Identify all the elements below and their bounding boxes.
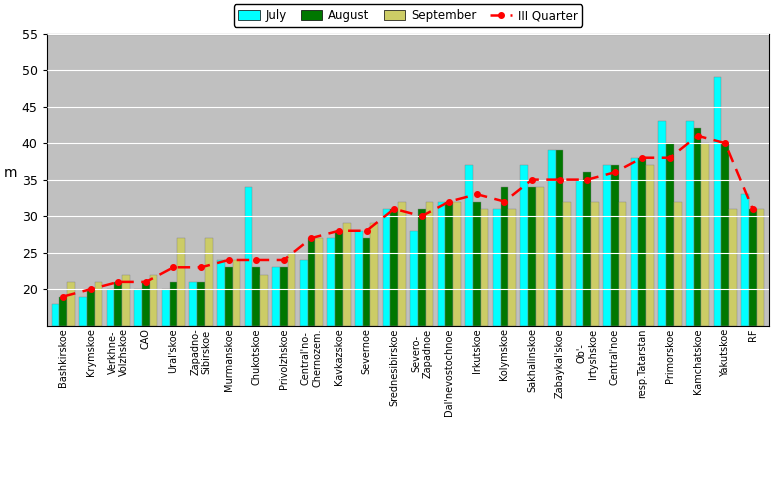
Bar	[335, 231, 343, 326]
Bar	[418, 209, 426, 326]
Bar	[150, 274, 158, 326]
Bar	[67, 282, 75, 326]
Bar	[646, 165, 654, 326]
Bar	[686, 121, 694, 326]
Bar	[390, 209, 398, 326]
Bar	[508, 209, 516, 326]
Bar	[591, 202, 599, 326]
Bar	[177, 238, 185, 326]
Bar	[169, 282, 177, 326]
Bar	[694, 128, 702, 326]
Bar	[528, 187, 536, 326]
Bar	[639, 158, 646, 326]
Bar	[327, 238, 335, 326]
Bar	[205, 238, 213, 326]
Bar	[114, 282, 122, 326]
Bar	[631, 158, 639, 326]
Bar	[536, 187, 544, 326]
Bar	[287, 253, 295, 326]
Bar	[162, 289, 169, 326]
Bar	[721, 143, 729, 326]
Bar	[59, 297, 67, 326]
Bar	[603, 165, 611, 326]
Bar	[465, 165, 473, 326]
Bar	[741, 194, 749, 326]
Bar	[618, 202, 626, 326]
Bar	[308, 238, 315, 326]
Bar	[363, 238, 371, 326]
Bar	[445, 202, 453, 326]
Bar	[355, 231, 363, 326]
Bar	[453, 202, 461, 326]
Bar	[398, 202, 406, 326]
Bar	[611, 165, 618, 326]
Bar	[245, 187, 253, 326]
Bar	[315, 238, 323, 326]
Bar	[280, 267, 287, 326]
Bar	[217, 260, 225, 326]
Bar	[106, 289, 114, 326]
Bar	[563, 202, 571, 326]
Bar	[87, 289, 95, 326]
Bar	[576, 180, 584, 326]
Bar	[190, 282, 197, 326]
Bar	[556, 150, 563, 326]
Bar	[437, 202, 445, 326]
Bar	[134, 289, 142, 326]
Bar	[493, 209, 500, 326]
Bar	[749, 209, 757, 326]
Bar	[674, 202, 681, 326]
Bar	[253, 267, 260, 326]
Bar	[729, 209, 737, 326]
Bar	[197, 282, 205, 326]
Bar	[713, 77, 721, 326]
Y-axis label: m: m	[4, 166, 17, 180]
Bar	[473, 202, 481, 326]
Bar	[426, 202, 434, 326]
Legend: July, August, September, III Quarter: July, August, September, III Quarter	[234, 4, 582, 27]
Bar	[79, 297, 87, 326]
Bar	[371, 223, 378, 326]
Bar	[658, 121, 666, 326]
Bar	[481, 209, 489, 326]
Bar	[521, 165, 528, 326]
Bar	[410, 231, 418, 326]
Bar	[500, 187, 508, 326]
Bar	[300, 260, 308, 326]
Bar	[382, 209, 390, 326]
Bar	[95, 282, 103, 326]
Bar	[225, 267, 232, 326]
Bar	[702, 143, 709, 326]
Bar	[232, 260, 240, 326]
Bar	[548, 150, 556, 326]
Bar	[142, 282, 150, 326]
Bar	[343, 223, 350, 326]
Bar	[122, 274, 130, 326]
Bar	[272, 267, 280, 326]
Bar	[757, 209, 765, 326]
Bar	[584, 172, 591, 326]
Bar	[666, 143, 674, 326]
Bar	[51, 304, 59, 326]
Bar	[260, 274, 268, 326]
